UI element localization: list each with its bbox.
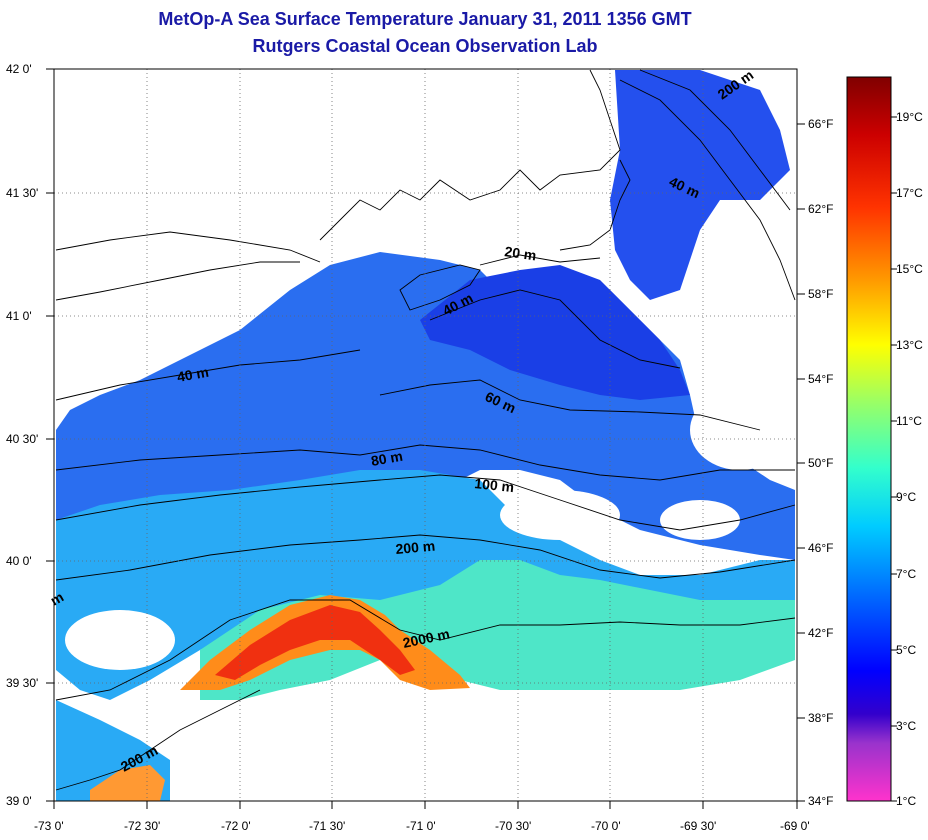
coastline-and-bathymetry [55, 69, 796, 791]
contour-label: 40 m [176, 364, 210, 385]
cape-cod [559, 159, 631, 251]
islands-outline [399, 264, 481, 311]
lat-label: 39 30' [6, 676, 38, 690]
fahrenheit-label: 66°F [808, 117, 833, 131]
data-gap [660, 500, 740, 540]
celsius-label: 15°C [896, 262, 923, 276]
isobath-40-west [55, 349, 361, 401]
lon-label: -70 0' [591, 819, 621, 833]
fahrenheit-label: 54°F [808, 372, 833, 386]
lon-label: -70 30' [495, 819, 531, 833]
long-island-coast [55, 231, 321, 263]
lon-label: -72 0' [221, 819, 251, 833]
data-gap [690, 390, 790, 470]
lat-label: 41 0' [6, 309, 32, 323]
isobath-20 [479, 254, 601, 266]
lon-label: -72 30' [124, 819, 160, 833]
contour-label: 20 m [504, 243, 538, 263]
fahrenheit-label: 62°F [808, 202, 833, 216]
slope-water-cyan [200, 560, 795, 700]
map-subtitle: Rutgers Coastal Ocean Observation Lab [252, 36, 598, 56]
celsius-label: 7°C [896, 567, 916, 581]
colorbar-ticks [891, 116, 897, 802]
fahrenheit-label: 58°F [808, 287, 833, 301]
isobath-60 [379, 379, 761, 431]
celsius-label: 3°C [896, 719, 916, 733]
fahrenheit-label: 34°F [808, 794, 833, 808]
data-gap [500, 490, 620, 540]
fahrenheit-label: 50°F [808, 456, 833, 470]
fahrenheit-label: 42°F [808, 626, 833, 640]
isobath-100 [55, 474, 796, 531]
lon-label: -71 30' [309, 819, 345, 833]
lat-label: 42 0' [6, 62, 32, 76]
lon-label: -73 0' [34, 819, 64, 833]
isobath-ne-1 [619, 79, 796, 301]
celsius-label: 13°C [896, 338, 923, 352]
shelf-edge-light-blue [56, 470, 795, 700]
gulf-of-maine-water [610, 70, 790, 300]
data-gap [65, 610, 175, 670]
isobath-200-sw [55, 689, 261, 791]
long-island-south-shore [55, 261, 300, 301]
celsius-label: 5°C [896, 643, 916, 657]
lat-label: 40 30' [6, 432, 38, 446]
axis-ticks [46, 68, 805, 809]
celsius-label: 11°C [896, 414, 922, 428]
celsius-label: 17°C [896, 186, 923, 200]
isobath-200 [55, 534, 796, 581]
warm-core-red [215, 605, 415, 680]
contour-label: 100 m [474, 475, 515, 495]
isobath-80 [55, 444, 795, 481]
colorbar-gradient [846, 76, 892, 802]
lat-label: 40 0' [6, 554, 32, 568]
lat-label: 41 30' [6, 186, 38, 200]
lat-label: 39 0' [6, 794, 32, 808]
lon-label: -71 0' [406, 819, 436, 833]
map-title: MetOp-A Sea Surface Temperature January … [158, 9, 692, 29]
fahrenheit-label: 46°F [808, 541, 833, 555]
isobath-ne-2 [639, 69, 791, 211]
isobath-40-mid [429, 289, 681, 369]
isobath-2000 [55, 599, 796, 701]
celsius-label: 19°C [896, 110, 923, 124]
fahrenheit-label: 38°F [808, 711, 833, 725]
lon-label: -69 0' [780, 819, 810, 833]
lon-label: -69 30' [680, 819, 716, 833]
contour-label: 200 m [395, 538, 436, 557]
sw-corner-warm [90, 765, 165, 801]
new-england-coast [319, 69, 621, 241]
contour-label: 80 m [370, 448, 404, 469]
celsius-label: 9°C [896, 490, 916, 504]
cape-water-deep-blue [420, 265, 690, 400]
celsius-label: 1°C [896, 794, 916, 808]
